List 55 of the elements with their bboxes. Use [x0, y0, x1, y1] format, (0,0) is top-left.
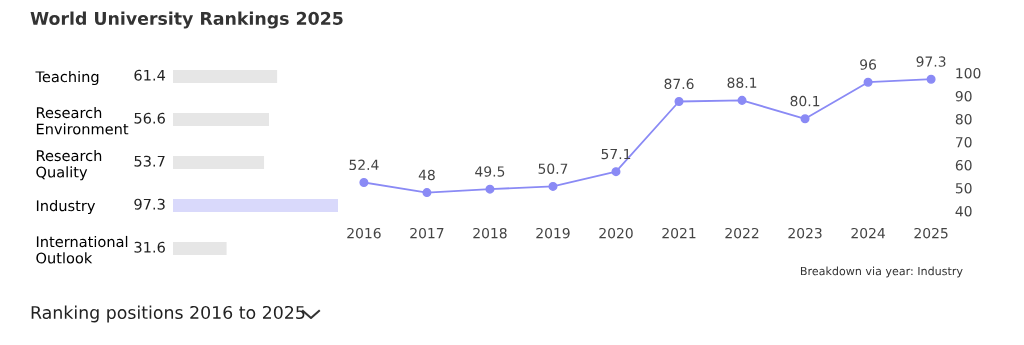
text: Breakdown via year: Industry — [800, 266, 963, 278]
y-tick-label: 60 — [955, 159, 972, 171]
data-label: 49.5 — [475, 166, 505, 177]
point — [863, 77, 873, 87]
bar — [173, 199, 338, 212]
x-tick-label: 2025 — [914, 227, 948, 239]
point — [800, 114, 810, 124]
data-label: 88.1 — [727, 77, 757, 88]
data-label: 80.1 — [790, 95, 820, 107]
bar — [173, 242, 227, 255]
x-tick-label: 2022 — [725, 227, 759, 239]
x-tick-label: 2021 — [662, 227, 696, 239]
y-tick-label: Research Environment — [36, 106, 129, 135]
data-label: 48 — [418, 169, 435, 181]
point — [359, 177, 369, 187]
y-tick-label: 50 — [955, 182, 972, 194]
y-tick-label: Industry — [36, 199, 96, 215]
y-tick-label: 100 — [956, 67, 981, 79]
data-label: 31.6 — [134, 241, 165, 253]
data-label: 53.7 — [134, 155, 165, 167]
bar — [173, 70, 278, 83]
point — [548, 181, 558, 191]
data-label: 56.6 — [134, 112, 165, 124]
bar — [173, 113, 269, 126]
data-label: 87.6 — [664, 78, 694, 90]
y-tick-label: Teaching — [35, 70, 99, 86]
x-tick-label: 2016 — [347, 227, 381, 239]
y-tick-label: 80 — [955, 113, 972, 125]
point — [611, 167, 621, 177]
data-label: 57.1 — [601, 148, 631, 160]
data-label: 52.4 — [349, 159, 379, 171]
data-label: 61.4 — [134, 69, 166, 81]
point — [422, 188, 432, 198]
point — [674, 97, 684, 107]
x-tick-label: 2017 — [410, 227, 444, 239]
chart-title: World University Rankings 2025 — [30, 11, 343, 29]
y-tick-label: International Outlook — [36, 235, 128, 264]
x-tick-label: 2018 — [473, 227, 507, 239]
x-tick-label: 2023 — [788, 227, 822, 239]
x-tick-label: 2019 — [536, 227, 570, 239]
bar — [173, 156, 265, 169]
y-tick-label: 40 — [955, 205, 972, 217]
x-tick-label: 2024 — [851, 227, 885, 239]
point — [485, 184, 495, 194]
data-label: 97.3 — [916, 56, 946, 67]
point — [926, 74, 936, 84]
y-tick-label: 70 — [956, 136, 972, 148]
data-label: 97.3 — [134, 198, 165, 210]
y-tick-label: 90 — [955, 90, 972, 102]
data-label: 50.7 — [538, 163, 568, 174]
point — [737, 95, 747, 105]
text: Ranking positions 2016 to 2025 — [31, 305, 305, 323]
x-tick-label: 2020 — [599, 227, 633, 239]
data-label: 96 — [860, 59, 877, 70]
y-tick-label: Research Quality — [36, 149, 102, 181]
